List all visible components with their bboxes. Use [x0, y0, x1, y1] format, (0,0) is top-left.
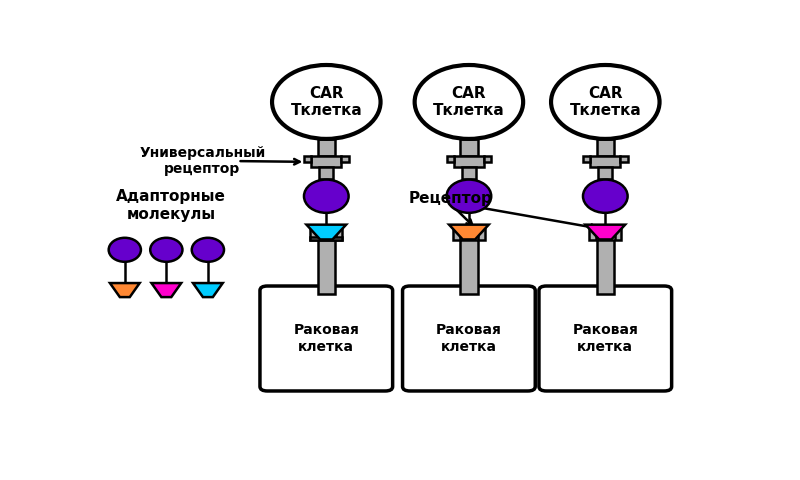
Ellipse shape [446, 180, 491, 213]
Ellipse shape [109, 238, 141, 262]
Polygon shape [586, 225, 625, 240]
Bar [614, 226, 622, 240]
Polygon shape [193, 283, 222, 297]
Bar [318, 139, 335, 156]
Bar [341, 156, 349, 162]
Polygon shape [306, 225, 346, 240]
Bar [590, 156, 620, 167]
Text: Раковая
клетка: Раковая клетка [294, 324, 359, 354]
Bar [310, 237, 342, 240]
Bar [453, 226, 459, 240]
FancyBboxPatch shape [539, 286, 672, 391]
Bar [462, 167, 476, 179]
Bar [336, 226, 342, 240]
Bar [460, 240, 478, 294]
Polygon shape [110, 283, 140, 297]
Text: Раковая
клетка: Раковая клетка [572, 324, 638, 354]
Ellipse shape [304, 180, 349, 213]
Polygon shape [151, 283, 182, 297]
Bar [311, 156, 341, 167]
Ellipse shape [583, 180, 628, 213]
Bar [597, 240, 614, 294]
Bar [484, 156, 491, 162]
Text: CAR
Тклетка: CAR Тклетка [570, 86, 641, 118]
Bar [454, 156, 484, 167]
Bar [318, 240, 335, 294]
Text: Универсальный
рецептор: Универсальный рецептор [139, 146, 266, 176]
Ellipse shape [192, 238, 224, 262]
FancyBboxPatch shape [260, 286, 393, 391]
Text: CAR
Тклетка: CAR Тклетка [290, 86, 362, 118]
Bar [478, 226, 485, 240]
Bar [583, 156, 590, 162]
Ellipse shape [272, 65, 381, 139]
FancyBboxPatch shape [402, 286, 535, 391]
Bar [598, 167, 612, 179]
Bar [620, 156, 628, 162]
Bar [460, 139, 478, 156]
Bar [446, 156, 454, 162]
Bar [597, 139, 614, 156]
Polygon shape [449, 225, 489, 240]
Ellipse shape [150, 238, 182, 262]
Bar [319, 167, 333, 179]
Text: Адапторные
молекулы: Адапторные молекулы [116, 189, 226, 222]
Text: Рецептор: Рецептор [408, 191, 492, 205]
Text: CAR
Тклетка: CAR Тклетка [433, 86, 505, 118]
Ellipse shape [414, 65, 523, 139]
Text: Раковая
клетка: Раковая клетка [436, 324, 502, 354]
Bar [589, 226, 596, 240]
Bar [310, 226, 317, 240]
Ellipse shape [551, 65, 659, 139]
Bar [304, 156, 311, 162]
